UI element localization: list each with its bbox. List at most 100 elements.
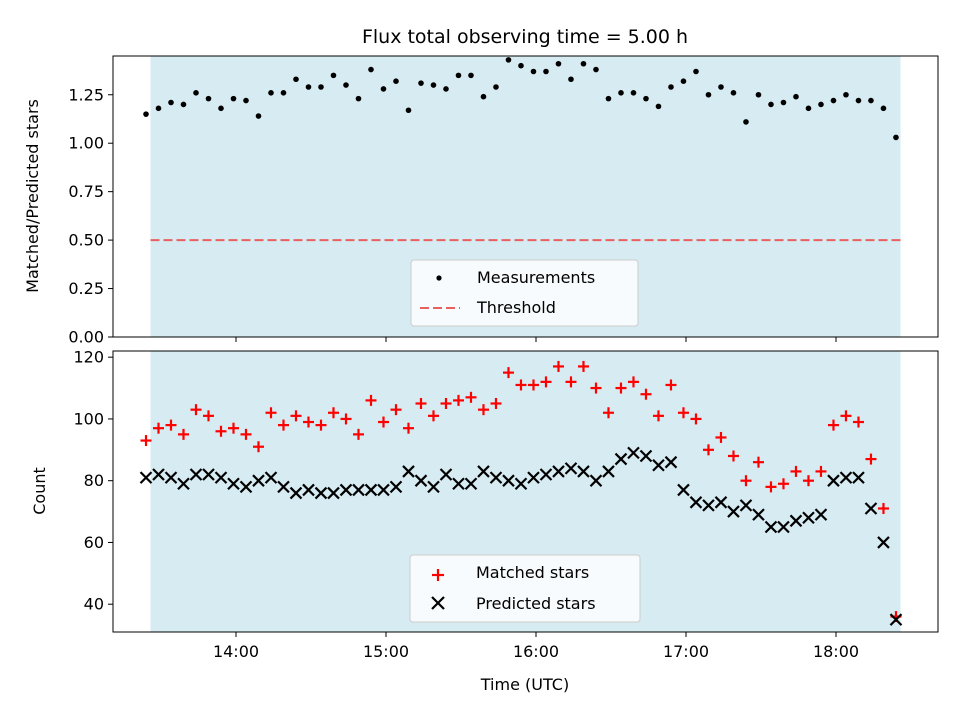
measurement-point [430, 82, 437, 88]
predicted-star-point [289, 486, 303, 500]
predicted-star-point [264, 471, 278, 484]
measurement-point [405, 107, 412, 114]
measurement-point [343, 82, 349, 88]
measurement-point [718, 84, 724, 90]
predicted-star-point [702, 499, 715, 512]
predicted-star-point [577, 465, 590, 478]
predicted-star-point [614, 452, 628, 466]
predicted-star-point [327, 486, 340, 500]
y-tick-label: 1.25 [68, 85, 104, 104]
measurement-point [443, 86, 449, 92]
matched-star-point [290, 410, 302, 422]
matched-star-point [865, 453, 877, 465]
predicted-star-point [302, 483, 315, 497]
matched-star-point [765, 481, 777, 493]
matched-star-point [502, 367, 514, 379]
predicted-star-point [202, 468, 215, 481]
matched-star-point [665, 379, 677, 391]
predicted-star-point [839, 471, 853, 484]
legend-predicted-label: Predicted stars [476, 594, 596, 613]
measurement-point [143, 111, 149, 117]
matched-star-point [377, 416, 389, 428]
measurement-point [705, 91, 712, 98]
legend-measurements-label: Measurements [477, 268, 595, 287]
matched-star-point [477, 404, 489, 416]
measurement-point [255, 113, 262, 119]
matched-star-point [152, 422, 164, 434]
predicted-star-point [514, 477, 528, 491]
predicted-star-point [889, 613, 903, 626]
top-y-axis: 0.00 0.25 0.50 0.75 1.00 1.25 [68, 85, 113, 347]
predicted-star-point [502, 474, 515, 487]
matched-star-point [552, 360, 564, 372]
predicted-star-point [827, 474, 840, 487]
measurement-point [393, 78, 399, 84]
matched-star-point [702, 444, 714, 456]
measurement-point [730, 90, 737, 96]
top-axes-frame [112, 55, 939, 338]
measurement-point [655, 103, 662, 110]
legend-measurements-marker [436, 275, 442, 281]
measurement-point [843, 91, 849, 98]
matched-star-point [165, 419, 177, 431]
y-tick-label: 100 [73, 409, 104, 428]
measurement-point [668, 84, 674, 90]
predicted-star-point [639, 449, 653, 463]
predicted-star-point [714, 496, 728, 509]
predicted-star-point [764, 520, 778, 534]
measurement-point [768, 101, 774, 108]
measurement-point [780, 99, 787, 106]
y-tick-label: 0.75 [68, 182, 104, 201]
x-tick-label: 18:00 [813, 642, 859, 661]
matched-star-point [465, 391, 477, 403]
matched-star-point [215, 425, 227, 437]
matched-star-point [177, 428, 189, 440]
matched-star-point [240, 428, 252, 440]
matched-star-point [327, 407, 339, 419]
y-tick-label: 0.50 [68, 231, 104, 250]
matched-star-point [677, 407, 689, 419]
measurement-point [880, 105, 887, 112]
matched-star-point [440, 397, 452, 409]
matched-star-point [265, 407, 277, 419]
top-y-axis-label: Matched/Predicted stars [23, 99, 42, 293]
x-tick-label: 16:00 [513, 642, 559, 661]
predicted-star-point [739, 499, 753, 512]
x-tick-label: 15:00 [363, 642, 409, 661]
predicted-star-point [214, 471, 228, 484]
measurement-point [218, 105, 224, 112]
measurement-point [168, 99, 174, 106]
matched-star-point [727, 450, 739, 462]
measurement-point [555, 60, 562, 67]
predicted-star-point [414, 474, 428, 487]
predicted-star-point [364, 483, 378, 497]
predicted-star-point [789, 514, 803, 528]
matched-star-point [690, 413, 702, 425]
matched-star-point [415, 397, 427, 409]
y-tick-label: 60 [84, 533, 104, 552]
measurement-point [743, 119, 749, 125]
measurement-point [618, 90, 624, 96]
measurement-point [418, 80, 424, 86]
measurement-point [593, 66, 599, 73]
predicted-star-point [664, 455, 678, 469]
measurement-point [180, 101, 187, 108]
matched-star-point [852, 416, 864, 428]
measurement-point [805, 105, 812, 112]
matched-star-point [302, 416, 314, 428]
predicted-star-point [277, 480, 290, 494]
matched-star-point [802, 475, 814, 487]
matched-star-point [390, 404, 402, 416]
predicted-star-point [464, 477, 478, 491]
predicted-star-point [164, 471, 178, 484]
predicted-star-point [877, 536, 890, 549]
predicted-star-point [777, 520, 790, 534]
matched-star-point [490, 397, 502, 409]
matched-star-point [627, 376, 639, 388]
matched-star-point [777, 478, 789, 490]
predicted-star-point [652, 458, 665, 472]
matched-star-point [427, 410, 439, 422]
predicted-star-point [139, 471, 153, 484]
measurement-point [868, 97, 874, 104]
predicted-star-point [527, 471, 540, 484]
